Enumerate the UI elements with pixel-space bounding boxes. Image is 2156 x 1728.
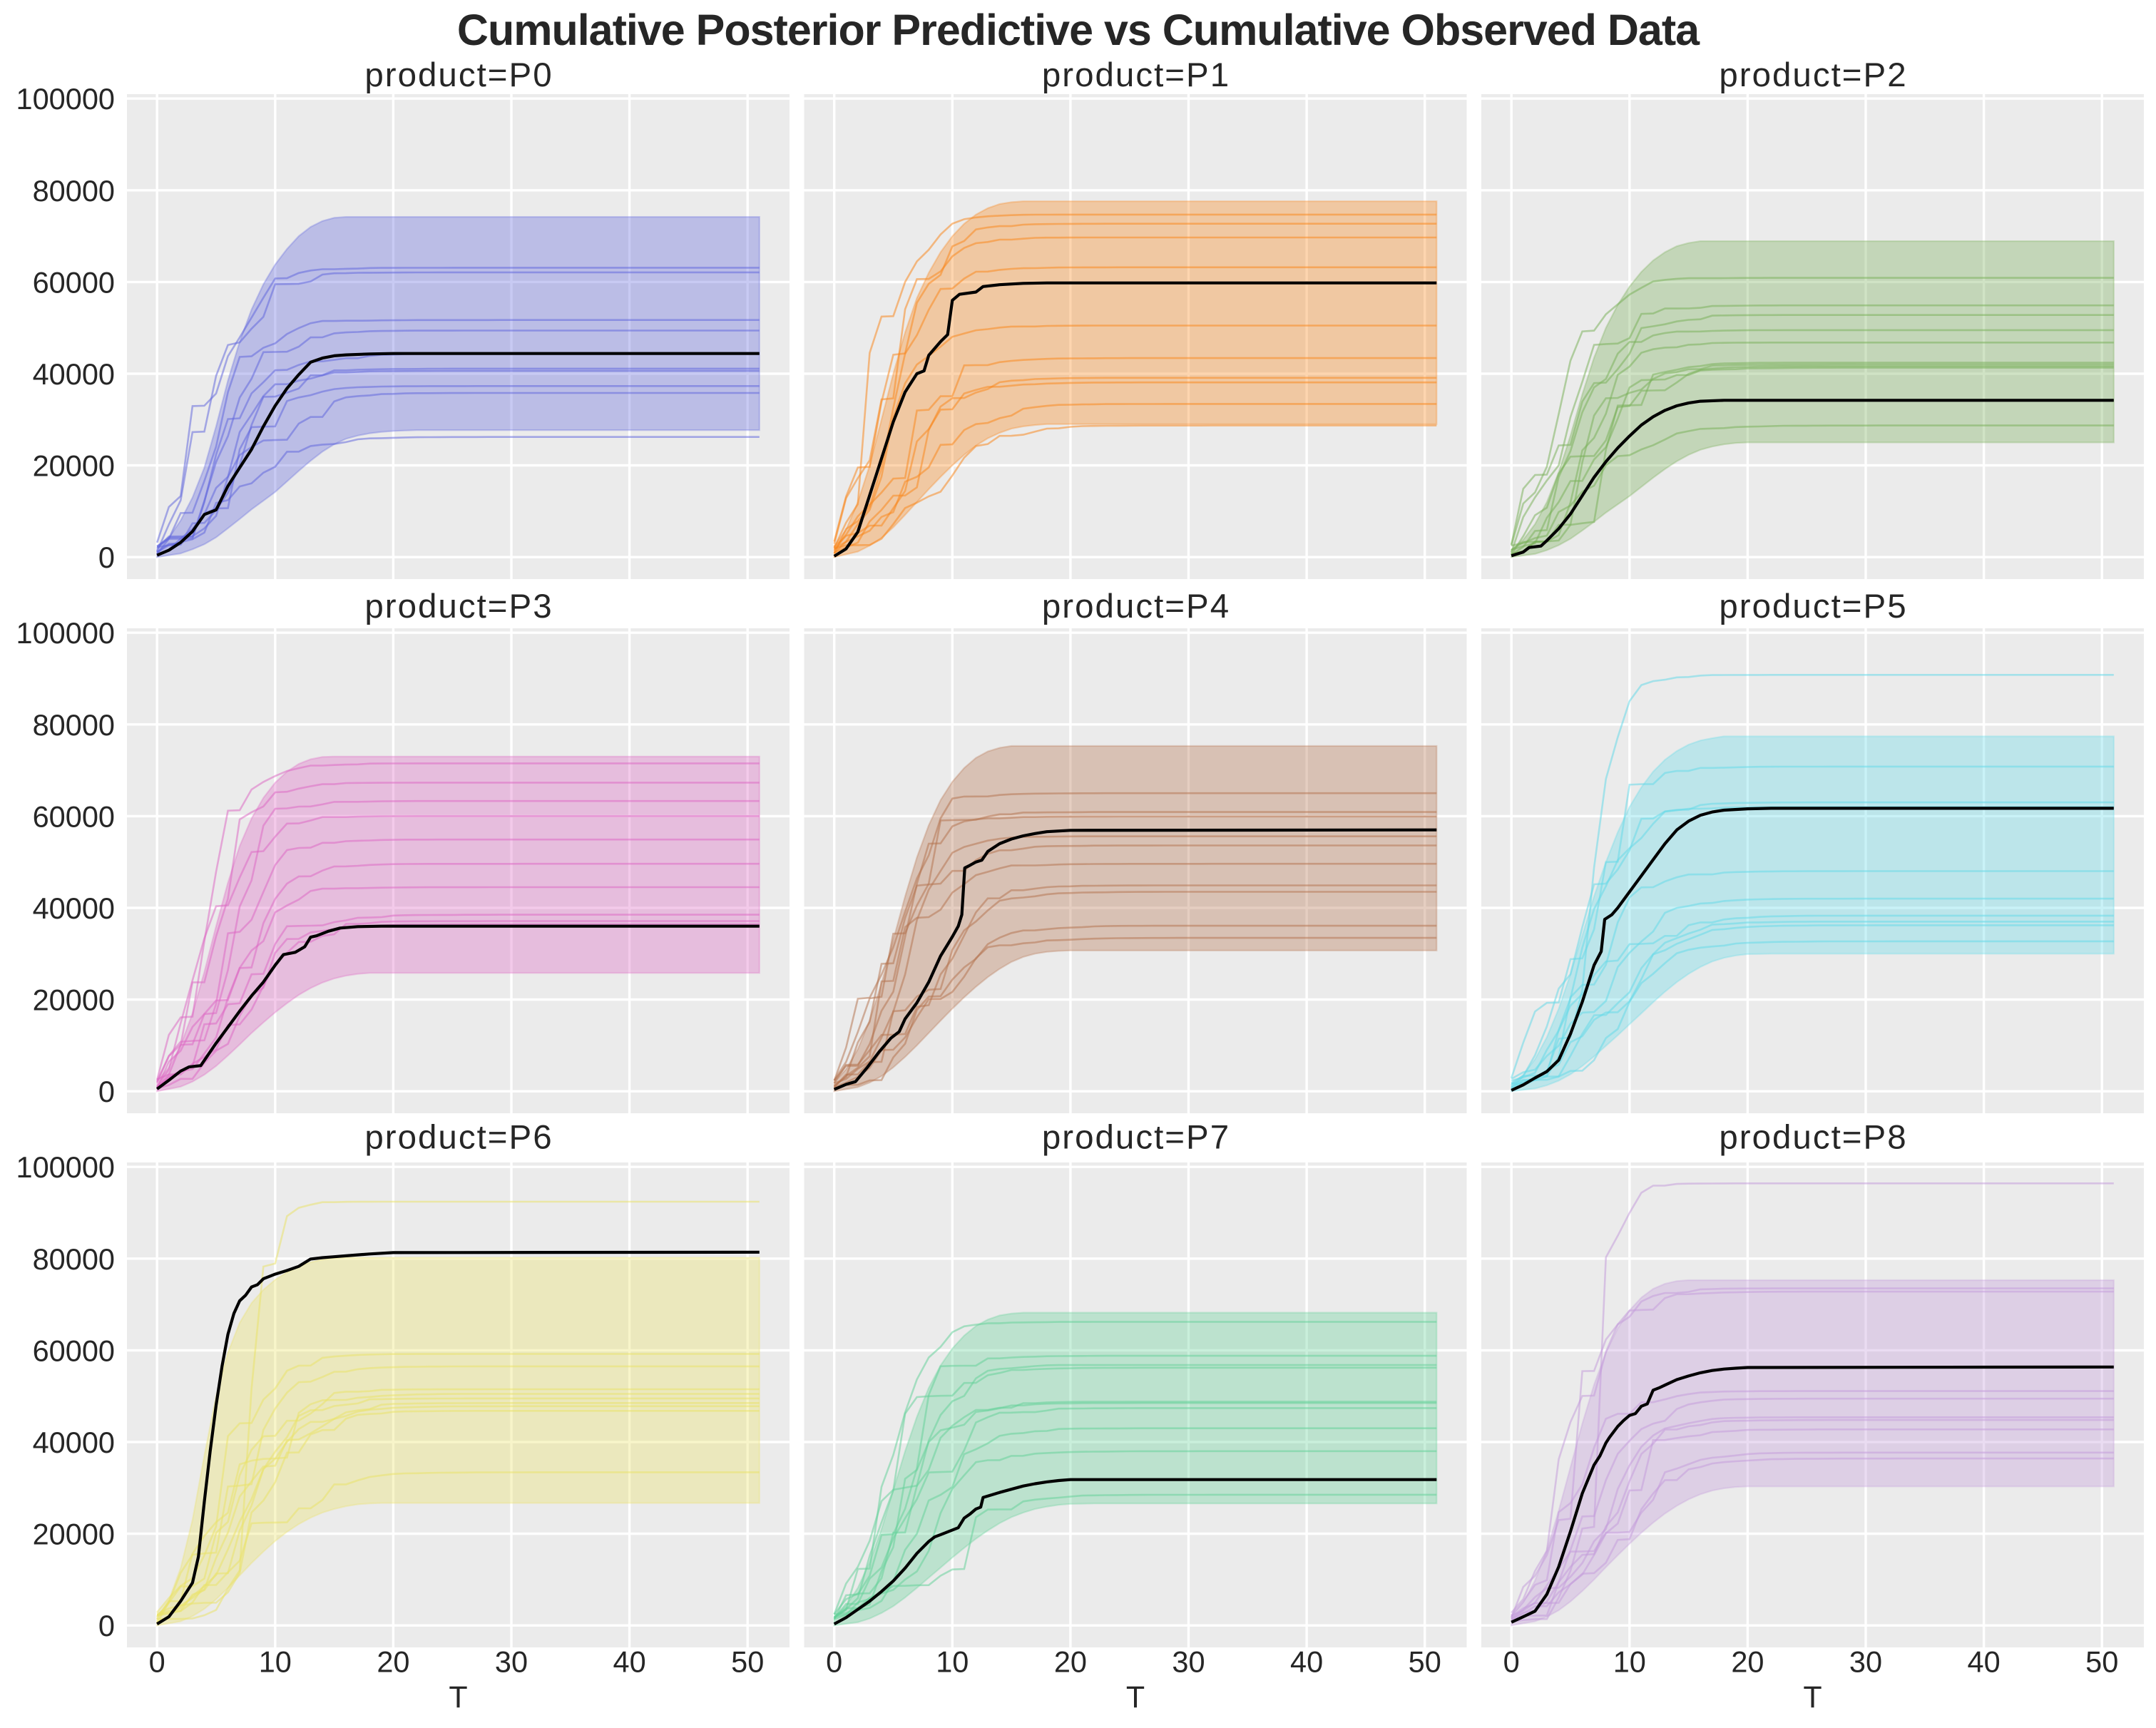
svg-text:0: 0: [826, 1645, 842, 1679]
svg-text:10: 10: [1613, 1645, 1646, 1679]
svg-text:product=P7: product=P7: [1042, 1119, 1230, 1157]
svg-text:product=P5: product=P5: [1719, 588, 1907, 625]
svg-text:20000: 20000: [33, 1518, 115, 1551]
svg-text:50: 50: [2085, 1645, 2118, 1679]
svg-text:0: 0: [98, 541, 115, 574]
svg-text:30: 30: [1849, 1645, 1882, 1679]
svg-text:40: 40: [1290, 1645, 1323, 1679]
svg-text:20: 20: [1731, 1645, 1764, 1679]
svg-text:80000: 80000: [33, 708, 115, 742]
svg-text:20: 20: [377, 1645, 409, 1679]
svg-text:30: 30: [1172, 1645, 1205, 1679]
svg-text:80000: 80000: [33, 174, 115, 208]
svg-text:T: T: [1803, 1680, 1822, 1714]
svg-text:20000: 20000: [33, 449, 115, 483]
svg-text:50: 50: [731, 1645, 764, 1679]
svg-text:0: 0: [98, 1075, 115, 1108]
svg-text:30: 30: [495, 1645, 528, 1679]
svg-text:T: T: [449, 1680, 467, 1714]
svg-text:10: 10: [936, 1645, 969, 1679]
svg-text:80000: 80000: [33, 1242, 115, 1276]
svg-text:60000: 60000: [33, 1334, 115, 1367]
svg-text:10: 10: [259, 1645, 292, 1679]
svg-text:40: 40: [613, 1645, 646, 1679]
svg-text:T: T: [1126, 1680, 1145, 1714]
svg-text:Cumulative Posterior Predictiv: Cumulative Posterior Predictive vs Cumul…: [457, 6, 1700, 54]
svg-text:20000: 20000: [33, 983, 115, 1017]
svg-text:product=P1: product=P1: [1042, 56, 1230, 94]
svg-text:40000: 40000: [33, 1426, 115, 1459]
svg-text:product=P0: product=P0: [364, 56, 553, 94]
svg-text:100000: 100000: [16, 616, 115, 650]
svg-text:product=P6: product=P6: [364, 1119, 553, 1157]
svg-text:50: 50: [1409, 1645, 1441, 1679]
svg-text:product=P8: product=P8: [1719, 1119, 1907, 1157]
svg-text:product=P4: product=P4: [1042, 588, 1230, 625]
svg-text:0: 0: [149, 1645, 165, 1679]
svg-text:product=P2: product=P2: [1719, 56, 1907, 94]
svg-text:product=P3: product=P3: [364, 588, 553, 625]
svg-text:0: 0: [98, 1609, 115, 1642]
svg-text:0: 0: [1503, 1645, 1520, 1679]
svg-text:60000: 60000: [33, 799, 115, 833]
svg-text:100000: 100000: [16, 82, 115, 116]
svg-text:40000: 40000: [33, 891, 115, 925]
svg-text:40: 40: [1968, 1645, 2001, 1679]
svg-text:60000: 60000: [33, 265, 115, 299]
svg-text:40000: 40000: [33, 357, 115, 391]
svg-text:20: 20: [1054, 1645, 1087, 1679]
svg-text:100000: 100000: [16, 1150, 115, 1184]
